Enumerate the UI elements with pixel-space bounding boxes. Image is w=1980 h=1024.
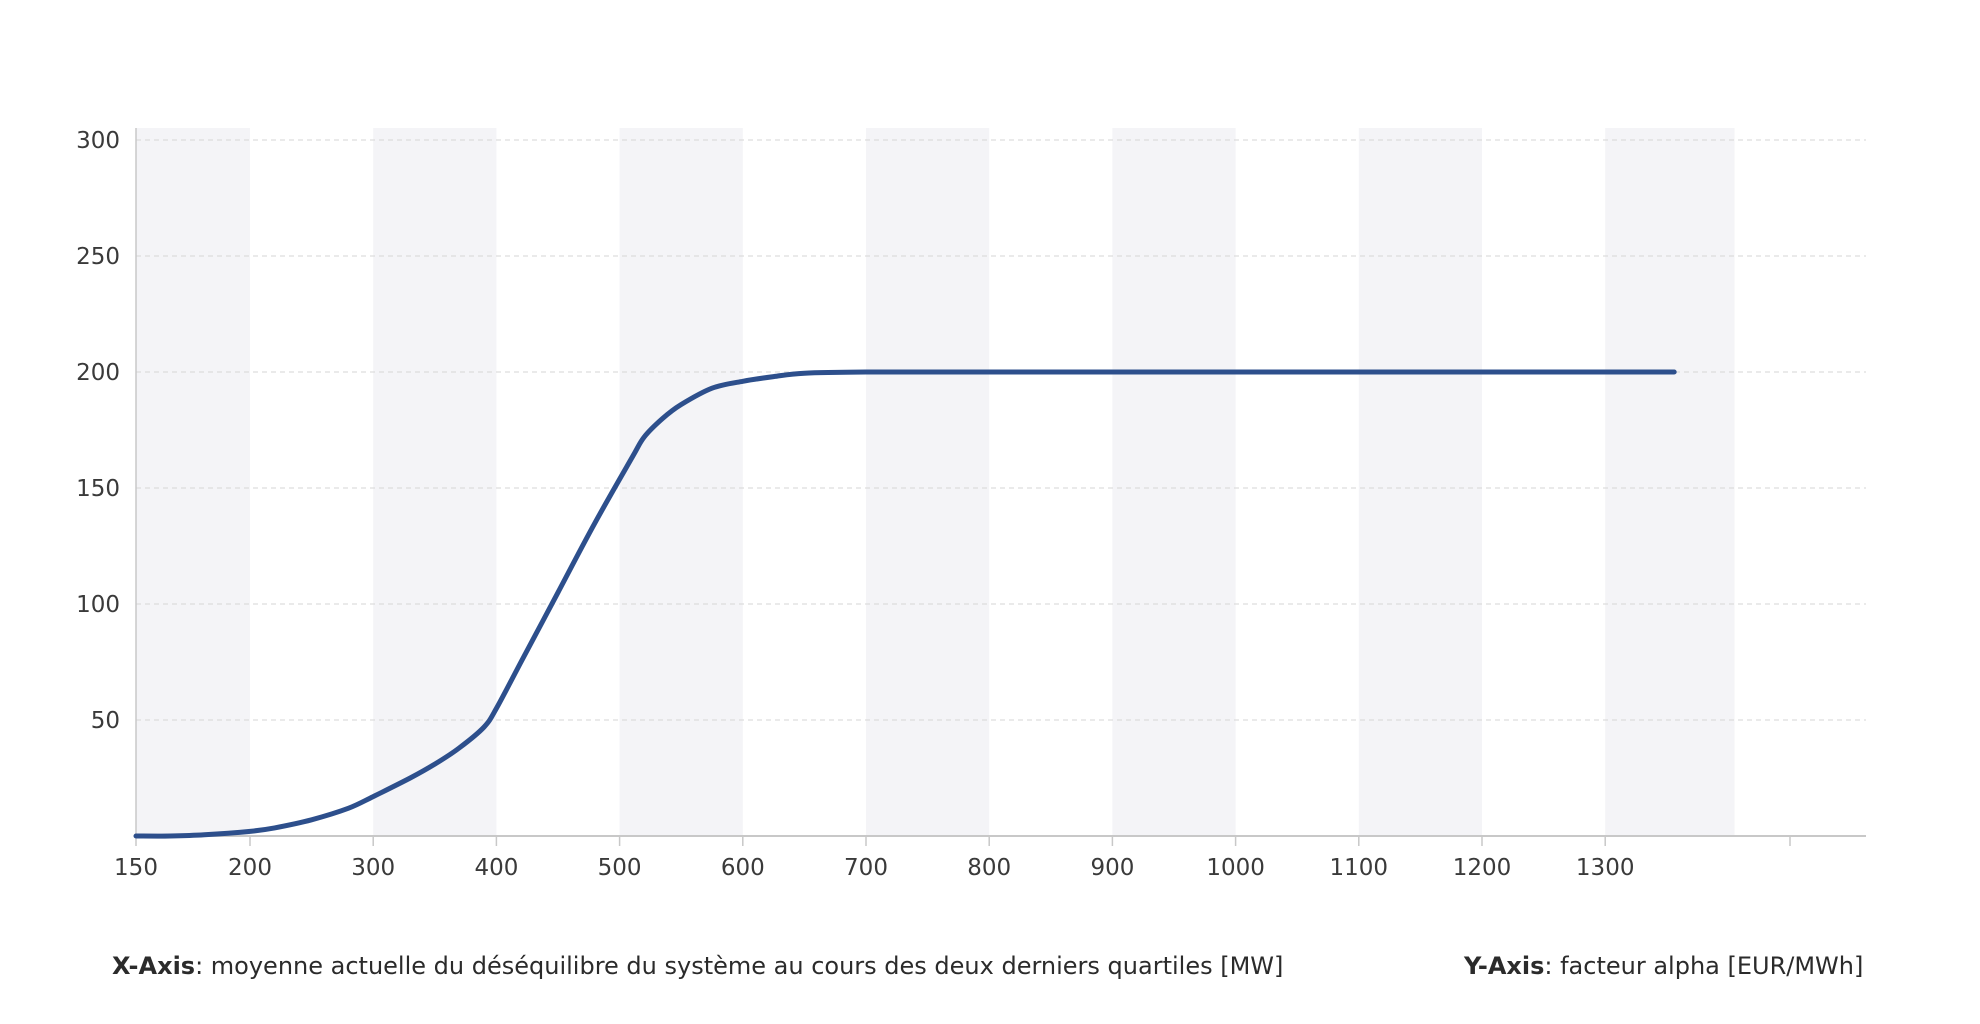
background-band (866, 128, 990, 836)
background-band (1605, 128, 1735, 836)
x-tick-label: 600 (721, 855, 765, 881)
x-axis-caption: X-Axis: moyenne actuelle du déséquilibre… (112, 952, 1283, 980)
y-axis-caption-text: : facteur alpha [EUR/MWh] (1544, 952, 1864, 980)
y-tick-label: 250 (76, 244, 120, 270)
background-bands (136, 128, 1735, 836)
y-tick-label: 300 (76, 128, 120, 154)
x-axis-caption-text: : moyenne actuelle du déséquilibre du sy… (195, 952, 1284, 980)
series-group (133, 369, 1677, 839)
x-tick-label: 150 (114, 855, 158, 881)
x-axis-caption-label: X-Axis (112, 952, 196, 980)
x-tick-label: 400 (474, 855, 518, 881)
background-band (619, 128, 743, 836)
x-tick-label: 900 (1090, 855, 1134, 881)
x-tick-label: 1000 (1206, 855, 1265, 881)
x-tick-label: 500 (598, 855, 642, 881)
y-tick-label: 50 (91, 708, 120, 734)
background-band (1358, 128, 1482, 836)
x-tick-label: 700 (844, 855, 888, 881)
background-band (373, 128, 497, 836)
background-band (136, 128, 250, 836)
x-tick-label: 200 (228, 855, 272, 881)
x-tick-label: 1200 (1453, 855, 1512, 881)
y-axis-ticks: 50 100 150 200 250 300 (76, 128, 120, 734)
x-tick-label: 1300 (1576, 855, 1635, 881)
x-tick-label: 1100 (1330, 855, 1389, 881)
y-tick-label: 100 (76, 592, 120, 618)
background-band (1112, 128, 1236, 836)
y-tick-label: 150 (76, 476, 120, 502)
series-line (133, 369, 1677, 839)
axes (135, 128, 1866, 837)
y-axis-caption-label: Y-Axis (1464, 952, 1545, 980)
x-axis-ticks: 150 200 300 400 500 600 700 800 900 1000 1100 1200 1… (114, 836, 1791, 881)
y-tick-label: 200 (76, 360, 120, 386)
y-axis-caption: Y-Axis: facteur alpha [EUR/MWh] (1464, 952, 1863, 980)
x-tick-label: 800 (967, 855, 1011, 881)
x-tick-label: 300 (351, 855, 395, 881)
